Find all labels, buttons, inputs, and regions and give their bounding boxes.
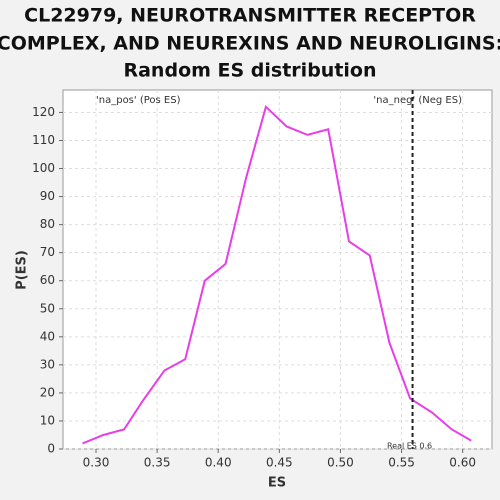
y-tick-label: 40 bbox=[40, 329, 55, 343]
y-tick-label: 30 bbox=[40, 357, 55, 371]
y-axis-label: P(ES) bbox=[15, 250, 30, 290]
chart-title: Random ES distribution bbox=[123, 60, 376, 82]
y-tick-label: 0 bbox=[47, 442, 55, 456]
y-tick-label: 60 bbox=[40, 273, 55, 287]
y-tick-label: 80 bbox=[40, 217, 55, 231]
x-tick-label: 0.40 bbox=[205, 456, 232, 470]
y-tick-label: 20 bbox=[40, 385, 55, 399]
real-es-label: Real ES 0.6 bbox=[387, 442, 432, 451]
y-tick-label: 120 bbox=[32, 105, 55, 119]
annotation: 'na_neg' (Neg ES) bbox=[373, 95, 462, 106]
series-line bbox=[82, 104, 472, 445]
chart-title: CL22979, NEUROTRANSMITTER RECEPTOR bbox=[24, 5, 476, 27]
x-tick-label: 0.45 bbox=[266, 456, 293, 470]
x-tick-label: 0.30 bbox=[83, 456, 110, 470]
x-tick-label: 0.60 bbox=[449, 456, 476, 470]
chart-title: COMPLEX, AND NEUREXINS AND NEUROLIGINS: bbox=[0, 33, 500, 55]
y-tick-label: 110 bbox=[32, 133, 55, 147]
y-tick-label: 90 bbox=[40, 189, 55, 203]
x-axis-label: ES bbox=[268, 476, 286, 491]
y-tick-label: 10 bbox=[40, 413, 55, 427]
annotation: 'na_pos' (Pos ES) bbox=[96, 95, 181, 106]
y-tick-label: 50 bbox=[40, 301, 55, 315]
y-tick-label: 70 bbox=[40, 245, 55, 259]
y-tick-label: 100 bbox=[32, 161, 55, 175]
x-tick-label: 0.50 bbox=[327, 456, 354, 470]
x-tick-label: 0.35 bbox=[144, 456, 171, 470]
plot-area bbox=[62, 89, 493, 450]
x-tick-label: 0.55 bbox=[388, 456, 415, 470]
